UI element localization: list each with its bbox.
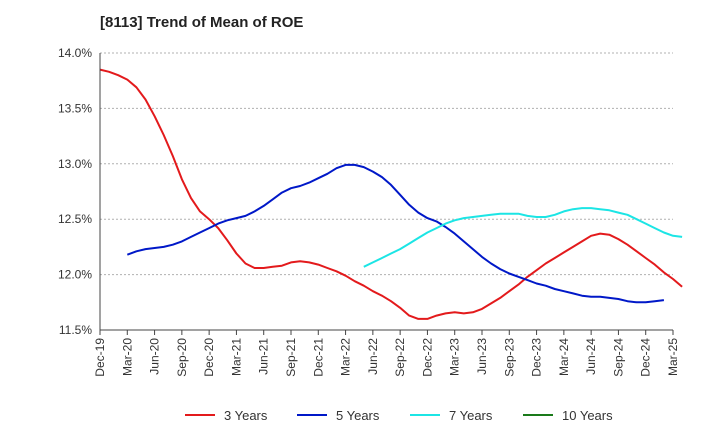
x-tick-label: Dec-23 (530, 338, 544, 377)
x-tick-label: Jun-22 (366, 338, 380, 375)
x-tick-label: Dec-24 (639, 338, 653, 377)
series-line-3-years (99, 68, 683, 320)
x-tick-labels: Dec-19 Mar-20 Jun-20 Sep-20 Dec-20 Mar-21 Jun-… (93, 338, 680, 377)
x-tick-label: Sep-22 (393, 338, 407, 377)
legend-label: 5 Years (336, 408, 380, 423)
x-tick-label: Sep-24 (611, 338, 625, 377)
y-tick-label: 13.0% (58, 157, 92, 171)
chart-title: [8113] Trend of Mean of ROE (100, 14, 304, 31)
y-tick-label: 13.5% (58, 101, 92, 115)
x-tick-label: Jun-20 (148, 338, 162, 375)
series-line-7-years (363, 207, 683, 268)
x-tick-label: Mar-25 (666, 338, 680, 376)
x-tick-label: Mar-21 (229, 338, 243, 376)
x-tick-label: Mar-23 (448, 338, 462, 376)
y-tick-label: 11.5% (59, 323, 92, 337)
legend: 3 Years 5 Years 7 Years 10 Years (185, 408, 613, 423)
series-line-5-years (126, 163, 665, 304)
x-tick-label: Mar-22 (339, 338, 353, 376)
x-tick-label: Jun-21 (257, 338, 271, 375)
x-tick-label: Sep-20 (175, 338, 189, 377)
y-tick-label: 12.5% (58, 212, 92, 226)
x-tick-label: Jun-24 (584, 338, 598, 375)
x-tick-label: Mar-20 (120, 338, 134, 376)
y-tick-label: 14.0% (58, 46, 92, 60)
x-tick-label: Dec-20 (202, 338, 216, 377)
x-tick-label: Dec-21 (311, 338, 325, 377)
x-tick-label: Sep-21 (284, 338, 298, 377)
legend-label: 7 Years (449, 408, 493, 423)
x-tick-label: Sep-23 (502, 338, 516, 377)
x-tick-label: Jun-23 (475, 338, 489, 375)
series-lines (99, 68, 683, 320)
legend-label: 10 Years (562, 408, 613, 423)
y-tick-label: 12.0% (58, 268, 92, 282)
gridlines (100, 52, 673, 331)
x-tick-label: Dec-19 (93, 338, 107, 377)
x-tick-label: Mar-24 (557, 338, 571, 376)
legend-label: 3 Years (224, 408, 268, 423)
axes (99, 53, 674, 335)
x-tick-label: Dec-22 (420, 338, 434, 377)
y-tick-labels: 11.5% 12.0% 12.5% 13.0% 13.5% 14.0% (58, 46, 92, 337)
